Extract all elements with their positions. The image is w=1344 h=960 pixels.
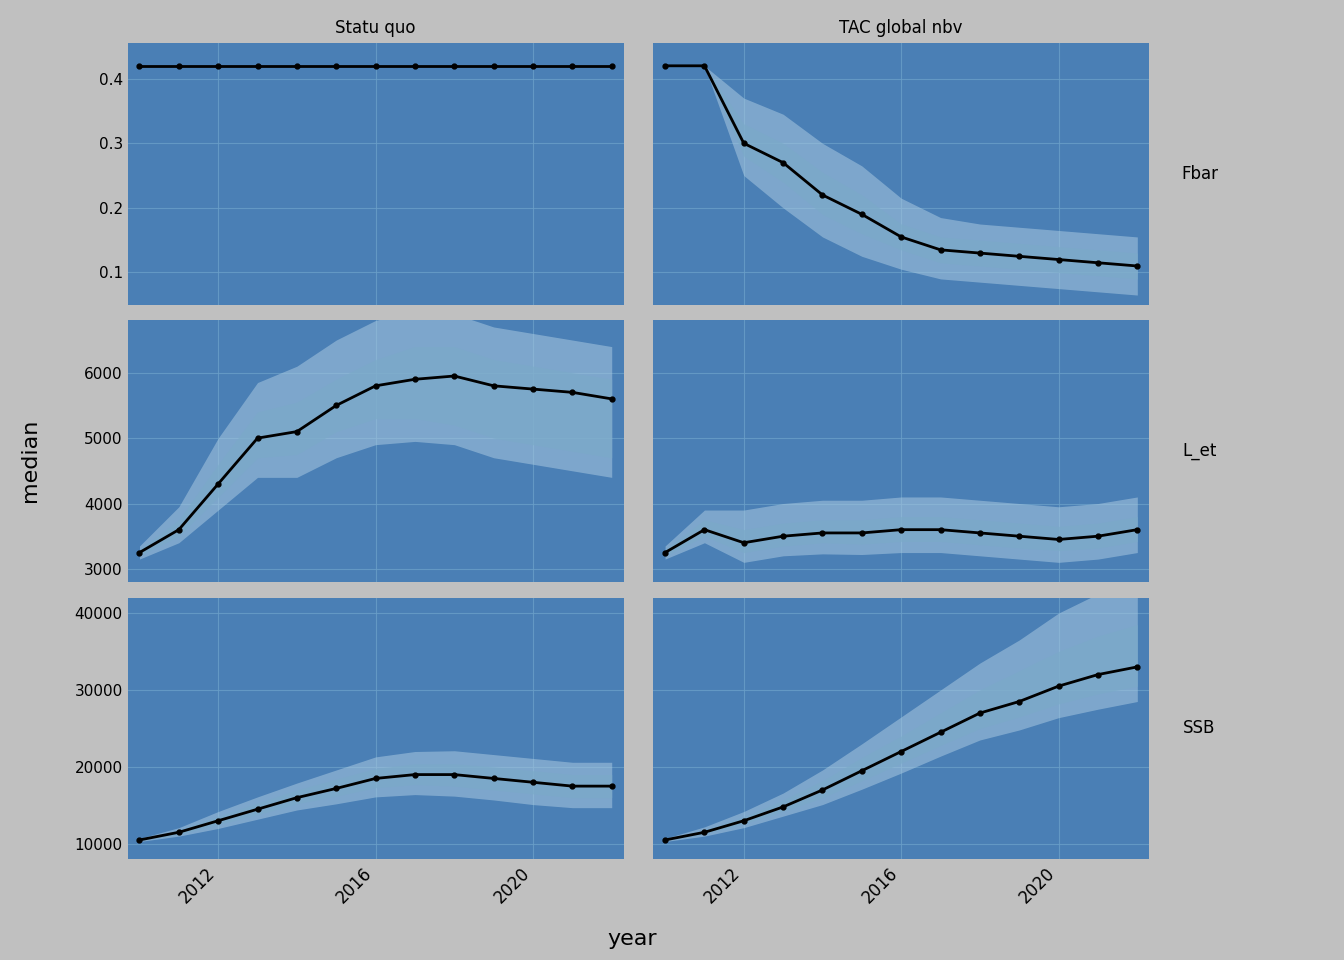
Text: Statu quo: Statu quo (336, 19, 415, 36)
Text: TAC global nbv: TAC global nbv (840, 19, 962, 36)
Text: year: year (607, 929, 656, 948)
Text: Fbar: Fbar (1181, 165, 1218, 183)
Text: SSB: SSB (1183, 719, 1216, 737)
Text: median: median (20, 420, 39, 502)
Text: L_et: L_et (1183, 443, 1216, 460)
